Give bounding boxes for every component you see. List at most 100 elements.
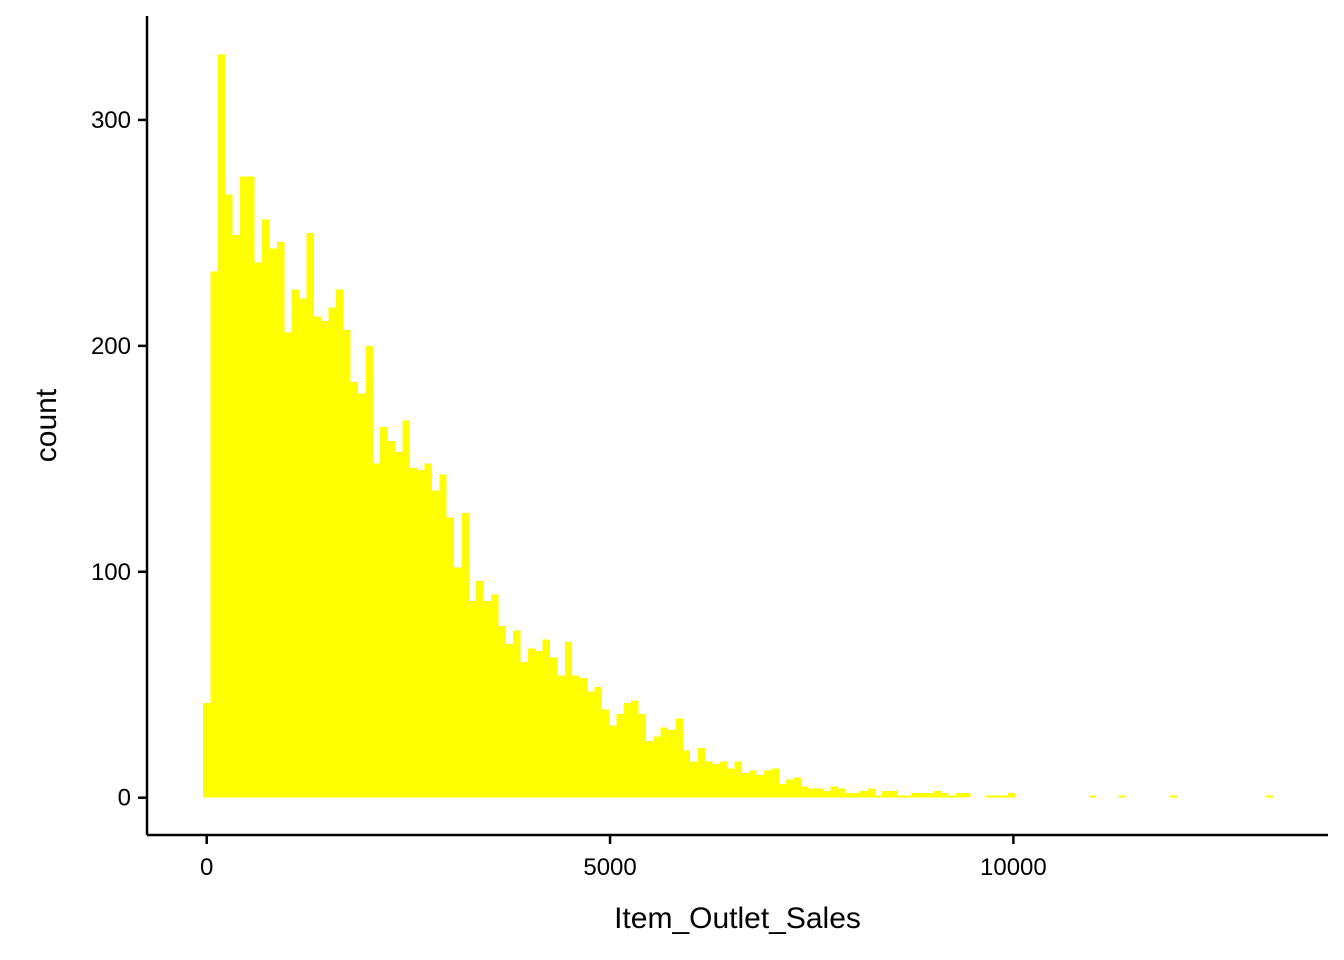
histogram-bar — [1000, 795, 1008, 798]
histogram-bar — [498, 626, 506, 798]
histogram-bar — [756, 775, 765, 798]
histogram-bar — [1170, 795, 1178, 798]
histogram-bar — [328, 307, 336, 798]
x-tick-label: 10000 — [980, 854, 1047, 881]
histogram-bar — [535, 650, 543, 798]
histogram-bar — [882, 790, 890, 798]
histogram-bar — [321, 321, 329, 798]
histogram-bar — [394, 452, 403, 798]
x-axis-ticks: 0 5000 10000 — [200, 835, 1047, 881]
histogram-bar — [645, 741, 654, 798]
histogram-bar — [778, 784, 787, 798]
histogram-bar — [505, 644, 514, 798]
histogram-bar — [299, 298, 307, 798]
histogram-bar — [808, 788, 816, 798]
histogram-bar — [955, 793, 964, 798]
y-tick-label: 0 — [118, 785, 131, 812]
histogram-bar — [896, 795, 905, 798]
histogram-bar — [941, 793, 949, 798]
histogram-bar — [919, 793, 927, 798]
histogram-bar — [358, 393, 366, 798]
y-axis-ticks: 0 100 200 300 — [91, 107, 147, 812]
histogram-bar — [409, 467, 418, 798]
histogram-bar — [800, 786, 809, 798]
histogram-bar — [431, 490, 440, 798]
histogram-bar — [313, 316, 322, 798]
histogram-bar — [520, 662, 528, 798]
histogram-bar — [926, 793, 934, 798]
histogram-bar — [704, 761, 713, 798]
histogram-bar — [269, 248, 277, 798]
histogram-bar — [439, 474, 447, 798]
x-tick-label: 5000 — [583, 854, 636, 881]
histogram-bar — [549, 657, 558, 798]
histogram-bar — [815, 788, 824, 798]
histogram-bar — [483, 601, 491, 798]
histogram-bar — [572, 675, 580, 798]
histogram-bar — [660, 727, 669, 798]
histogram-bar — [911, 793, 920, 798]
histogram-bar — [963, 793, 971, 798]
histogram-bar — [276, 241, 285, 798]
histogram-bar — [586, 691, 595, 798]
histogram-bar — [291, 289, 300, 798]
histogram-bar — [1265, 795, 1274, 798]
histogram-bar — [749, 770, 757, 798]
histogram-bar — [1007, 793, 1015, 798]
histogram-bar — [889, 790, 897, 798]
histogram-bar — [343, 330, 351, 798]
histogram-bars — [203, 54, 1274, 798]
histogram-bar — [668, 729, 676, 798]
x-axis-title: Item_Outlet_Sales — [614, 902, 861, 935]
histogram-bar — [513, 630, 521, 798]
histogram-bar — [992, 795, 1001, 798]
histogram-bar — [609, 725, 617, 798]
histogram-bar — [675, 718, 683, 798]
histogram-bar — [402, 420, 410, 798]
histogram-bar — [387, 440, 395, 798]
histogram-bar — [350, 382, 359, 798]
histogram-bar — [771, 768, 779, 798]
histogram-bar — [793, 777, 801, 798]
histogram-bar — [232, 235, 240, 798]
histogram-bar — [837, 788, 846, 798]
histogram-bar — [823, 790, 831, 798]
y-tick-label: 100 — [91, 559, 131, 586]
histogram-bar — [948, 795, 956, 798]
histogram-bar — [284, 332, 292, 798]
x-tick-label: 0 — [200, 854, 213, 881]
histogram-bar — [719, 761, 728, 798]
histogram-bar — [638, 714, 646, 798]
histogram-bar — [727, 768, 735, 798]
histogram-bar — [365, 345, 373, 798]
histogram-bar — [631, 700, 639, 798]
histogram-bar — [874, 795, 883, 798]
histogram-bar — [380, 427, 388, 798]
histogram-bar — [653, 736, 661, 798]
histogram-bar — [623, 702, 632, 798]
histogram-bar — [564, 641, 573, 798]
y-tick-label: 300 — [91, 107, 131, 134]
histogram-bar — [867, 788, 875, 798]
histogram-bar — [712, 763, 720, 798]
histogram-bar — [446, 517, 455, 798]
histogram-bar — [764, 770, 772, 798]
y-axis-title: count — [30, 388, 63, 462]
histogram-bar — [1088, 795, 1097, 798]
histogram-bar — [682, 750, 691, 798]
histogram-bar — [490, 594, 499, 798]
histogram-bar — [985, 795, 993, 798]
histogram-bar — [579, 677, 587, 798]
histogram-bar — [933, 790, 942, 798]
histogram-bar — [830, 786, 838, 798]
histogram-bar — [616, 714, 624, 798]
histogram-bar — [306, 232, 314, 798]
histogram-bar — [225, 194, 233, 798]
histogram-bar — [217, 54, 226, 798]
histogram-bar — [734, 761, 742, 798]
histogram-bar — [417, 470, 425, 798]
histogram-bar — [262, 219, 270, 798]
histogram-bar — [542, 639, 550, 798]
histogram-bar — [476, 580, 484, 798]
